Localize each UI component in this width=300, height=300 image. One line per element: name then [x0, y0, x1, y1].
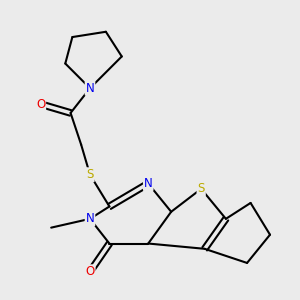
Text: S: S: [86, 168, 94, 181]
Text: O: O: [36, 98, 45, 111]
Text: S: S: [197, 182, 205, 195]
Text: N: N: [85, 212, 94, 225]
Text: N: N: [144, 177, 153, 190]
Text: O: O: [85, 265, 94, 278]
Text: N: N: [85, 82, 94, 95]
